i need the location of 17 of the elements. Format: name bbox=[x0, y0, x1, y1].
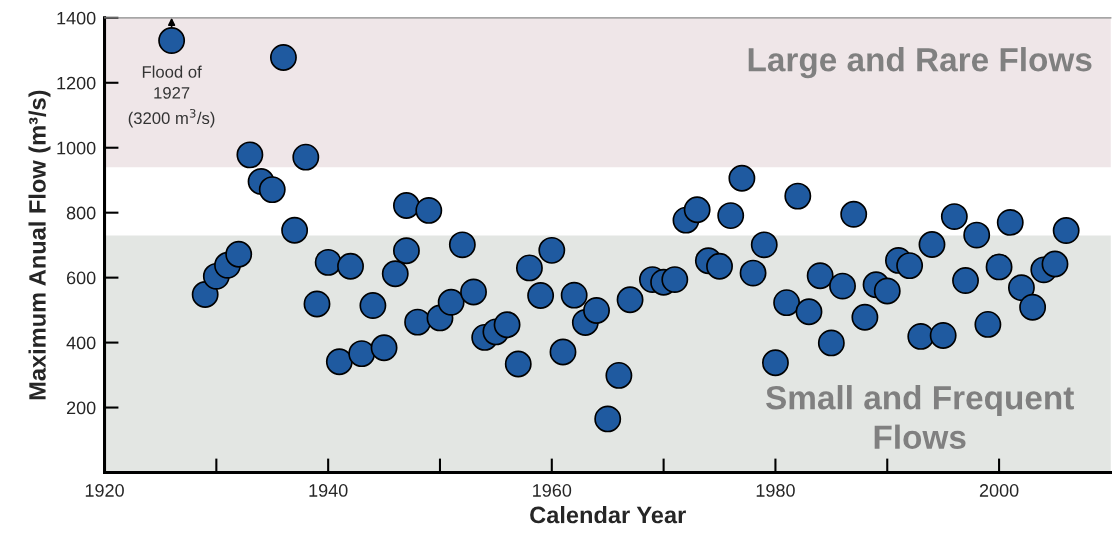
annotation: Flood of 1927 (3200 m$^{3}$/s) bbox=[128, 65, 215, 128]
y-tick-label: 800 bbox=[66, 206, 96, 220]
band-label: Small and Frequent Flows bbox=[765, 385, 1074, 450]
y-axis-title: Maximum Anual Flow (m³/s) bbox=[28, 90, 51, 400]
x-tick-label: 1980 bbox=[756, 484, 795, 497]
y-tick-label: 200 bbox=[66, 401, 96, 415]
y-tick-label: 1400 bbox=[57, 11, 96, 25]
x-axis-title: Calendar Year bbox=[530, 506, 686, 524]
band-label: Large and Rare Flows bbox=[748, 47, 1092, 79]
y-tick-label: 600 bbox=[66, 271, 96, 285]
x-tick-label: 2000 bbox=[979, 484, 1019, 497]
x-tick-label: 1920 bbox=[85, 484, 124, 497]
y-tick-label: 1000 bbox=[57, 141, 96, 155]
y-tick-label: 400 bbox=[66, 336, 96, 350]
x-tick-label: 1960 bbox=[533, 484, 572, 497]
y-tick-label: 1200 bbox=[57, 76, 96, 90]
x-tick-label: 1940 bbox=[309, 484, 348, 497]
